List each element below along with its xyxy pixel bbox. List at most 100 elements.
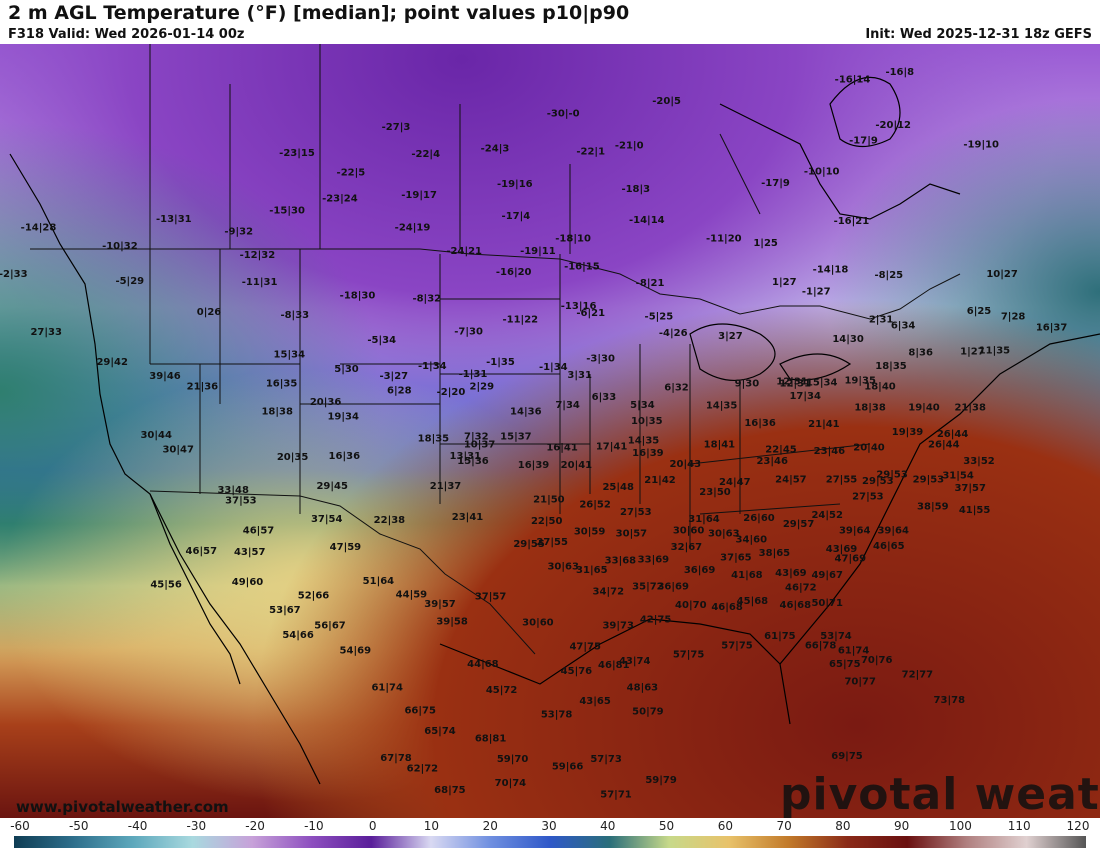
point-value-label: 51|64	[363, 576, 395, 587]
point-value-label: -17|4	[502, 211, 531, 222]
point-value-label: 26|44	[937, 429, 969, 440]
point-value-label: 21|38	[954, 403, 986, 414]
point-value-label: -19|11	[520, 246, 556, 257]
point-value-label: 31|64	[688, 514, 720, 525]
point-value-label: 43|65	[579, 696, 611, 707]
point-value-label: 18|38	[854, 403, 886, 414]
point-value-label: 52|66	[298, 590, 330, 601]
point-value-label: 53|78	[541, 709, 573, 720]
point-value-label: -11|22	[502, 315, 538, 326]
point-value-label: 18|38	[261, 407, 293, 418]
point-value-label: 8|36	[908, 348, 933, 359]
point-value-label: 53|67	[269, 605, 301, 616]
point-value-label: 14|35	[706, 401, 738, 412]
point-value-label: 37|65	[720, 553, 752, 564]
point-value-label: -30|-0	[547, 109, 580, 120]
point-value-label: 16|41	[546, 442, 578, 453]
point-value-label: -2|20	[437, 387, 466, 398]
point-value-label: -19|10	[963, 140, 999, 151]
point-value-label: 57|71	[600, 790, 632, 801]
point-value-label: -8|21	[636, 278, 665, 289]
state-lines-central	[440, 254, 591, 514]
point-value-label: 72|77	[902, 670, 934, 681]
canada-provinces	[149, 44, 761, 254]
point-value-label: 18|40	[864, 381, 896, 392]
point-value-label: 23|46	[814, 446, 846, 457]
map-canvas: -14|28 -23|15 -27|3 -22|4 -22|5 -24|3 -30|-0 -2…	[0, 44, 1100, 818]
point-value-label: 15|34	[274, 350, 306, 361]
point-value-label: -23|15	[279, 148, 315, 159]
point-value-label: 19|34	[327, 411, 359, 422]
point-value-label: 3|27	[718, 331, 743, 342]
temperature-map[interactable]: -14|28 -23|15 -27|3 -22|4 -22|5 -24|3 -30|-0 -2…	[0, 44, 1100, 818]
point-value-label: 29|45	[316, 481, 348, 492]
point-value-label: 21|50	[533, 495, 565, 506]
point-value-label: -24|21	[446, 246, 482, 257]
map-header: 2 m AGL Temperature (°F) [median]; point…	[0, 0, 1100, 44]
point-value-label: 43|69	[775, 568, 807, 579]
point-value-label: 33|68	[605, 556, 637, 567]
point-value-label: 61|74	[838, 646, 870, 657]
point-value-label: 31|65	[576, 565, 608, 576]
point-value-label: 5|30	[334, 364, 359, 375]
point-value-label: -1|31	[459, 369, 488, 380]
point-value-label: -13|31	[156, 214, 192, 225]
point-value-label: -20|5	[652, 96, 681, 107]
point-value-label: 29|53	[913, 474, 945, 485]
point-value-label: 42|75	[640, 615, 672, 626]
valid-time-label: F318 Valid: Wed 2026-01-14 00z	[8, 27, 245, 42]
point-value-label: -15|30	[269, 205, 305, 216]
point-value-label: -1|35	[486, 357, 515, 368]
point-value-label: 33|48	[217, 485, 249, 496]
point-value-label: 21|42	[644, 475, 676, 486]
point-value-label: 34|60	[736, 534, 768, 545]
point-value-label: 53|74	[820, 631, 852, 642]
point-value-label: 17|41	[596, 441, 628, 452]
point-value-label: 30|60	[522, 618, 554, 629]
state-lines-west	[149, 249, 441, 514]
point-value-label: 54|69	[340, 646, 372, 657]
point-value-label: 18|41	[704, 439, 736, 450]
point-value-label: 49|60	[232, 577, 264, 588]
point-value-label: 6|34	[891, 320, 916, 331]
legend-colorbar	[14, 836, 1086, 848]
point-value-label: 68|81	[475, 734, 507, 745]
point-value-label: 10|35	[631, 416, 663, 427]
point-value-label: -22|1	[576, 146, 605, 157]
point-value-label: 44|68	[467, 659, 499, 670]
point-value-label: 59|70	[497, 754, 529, 765]
point-value-label: -11|20	[706, 233, 742, 244]
legend-tick-labels: -60 -50 -40 -30 -20 -10 0 10 20 30 40 50 60 70 80 90 100…	[0, 818, 1100, 834]
point-value-label: 47|59	[330, 542, 362, 553]
great-lakes	[689, 323, 852, 382]
point-value-label: 30|44	[140, 430, 172, 441]
point-value-label: -14|14	[629, 215, 665, 226]
point-value-label: 30|59	[574, 527, 606, 538]
legend-tick: -30	[186, 819, 207, 833]
point-value-label: 6|32	[664, 382, 689, 393]
legend-tick: -50	[68, 819, 89, 833]
point-value-label: -27|3	[382, 122, 411, 133]
point-value-label: 14|35	[628, 436, 660, 447]
legend-tick: 50	[658, 819, 675, 833]
point-value-label: 22|50	[531, 516, 563, 527]
map-title: 2 m AGL Temperature (°F) [median]; point…	[8, 2, 630, 24]
point-value-label: 65|75	[829, 659, 861, 670]
point-value-label: 6|33	[592, 392, 617, 403]
us-mexico-border	[149, 490, 536, 655]
atlantic-coast	[779, 333, 1100, 665]
point-value-label: 30|57	[616, 529, 648, 540]
point-value-label: 20|43	[670, 459, 702, 470]
point-value-label: -9|32	[224, 227, 253, 238]
hudson-bay	[719, 103, 961, 220]
legend-tick: -60	[10, 819, 30, 833]
point-values: -14|28 -23|15 -27|3 -22|4 -22|5 -24|3 -30|-0 -2…	[0, 67, 1067, 801]
point-value-label: 59|66	[552, 762, 584, 773]
point-value-label: 26|52	[579, 499, 611, 510]
state-lines-east	[639, 344, 871, 544]
point-value-label: -4|26	[659, 328, 688, 339]
point-value-label: 2|31	[869, 315, 894, 326]
point-value-label: 43|69	[826, 544, 858, 555]
point-value-label: 11|35	[979, 346, 1011, 357]
point-value-label: 29|53	[862, 476, 894, 487]
